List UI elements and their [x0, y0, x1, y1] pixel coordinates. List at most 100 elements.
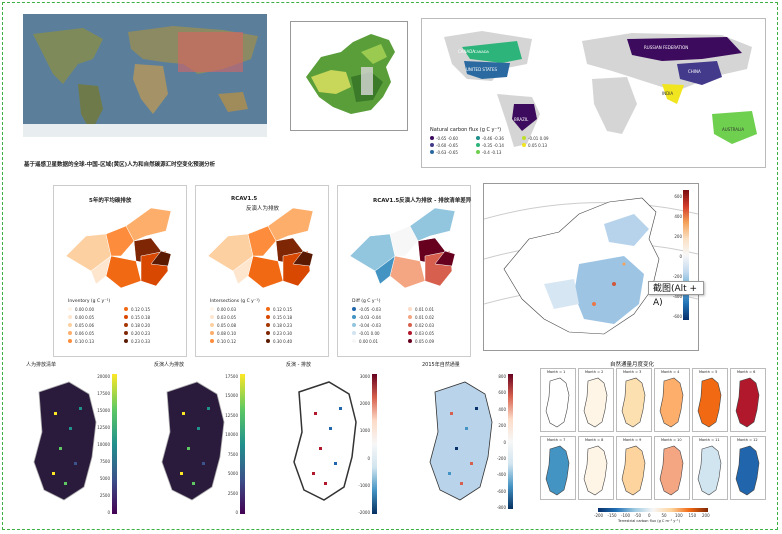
- month-cell: Month = 1: [540, 368, 576, 432]
- legend-swatch: [352, 315, 356, 319]
- region-outline: [293, 381, 357, 501]
- colorbar-tick: 600: [498, 390, 506, 396]
- month-map: [621, 377, 646, 428]
- colorbar-tick: 15000: [97, 408, 110, 413]
- colorbar-tick: -600: [672, 314, 682, 319]
- province-shape: [374, 255, 396, 285]
- month-label: Month = 7: [547, 438, 566, 442]
- legend-swatch: [352, 331, 356, 335]
- china-legend-item: 0.05 0.06: [68, 323, 94, 328]
- data-pixel: [74, 462, 77, 465]
- china-map-subtitle: 反演人为排放: [246, 206, 280, 212]
- china-choropleth: [207, 207, 314, 289]
- china-legend-item: 0.05 0.09: [408, 339, 434, 344]
- legend-swatch: [266, 339, 270, 343]
- month-map: [659, 445, 684, 496]
- colorbar-tick: 200: [702, 513, 710, 518]
- colorbar-tick: 0: [367, 455, 370, 461]
- region-colorbar: [508, 374, 513, 509]
- china-legend-item: 0.23 0.30: [266, 331, 292, 336]
- region-outline: [583, 445, 608, 496]
- china-map-title: RCAV1.5反演人为排放 - 排放清单差异: [373, 198, 472, 204]
- region-panel: 反演 - 排放 3000 2000 1000 0 -1000 -2000: [282, 360, 382, 520]
- colorbar-tick: 50: [661, 513, 667, 518]
- province-shape: [409, 207, 456, 242]
- country-label-china: CHINA: [688, 69, 701, 74]
- country-label-russia: RUSSIAN FEDERATION: [644, 45, 689, 50]
- month-map: [735, 377, 760, 428]
- legend-swatch: [352, 307, 356, 311]
- country-label-brazil: BRAZIL: [514, 117, 529, 122]
- country-label-us: UNITED STATES: [466, 67, 498, 72]
- china-flux-colorbar: [683, 190, 689, 320]
- legend-swatch: [124, 331, 128, 335]
- month-label: Month = 3: [623, 370, 642, 374]
- china-map-panel: 5年的平均碳排放 Inventory (g C y⁻¹) 0.00 0.00 0.00…: [53, 185, 187, 357]
- legend-swatch: [68, 331, 72, 335]
- month-cell: Month = 8: [578, 436, 614, 500]
- region-colorbar: [372, 374, 377, 514]
- china-legend-item: 0.00 0.00: [68, 307, 94, 312]
- data-pixel: [192, 482, 195, 485]
- colorbar-tick: 17500: [97, 391, 110, 396]
- month-cell: Month = 5: [692, 368, 728, 432]
- region-outline: [659, 445, 684, 496]
- china-map-title: RCAV1.5: [231, 196, 258, 202]
- month-map: [583, 445, 608, 496]
- province-shape: [292, 250, 314, 267]
- region-outline: [429, 381, 493, 501]
- china-legend-item: 0.00 0.03: [210, 307, 236, 312]
- screenshot-tooltip[interactable]: 截图(Alt + A): [648, 281, 704, 308]
- legend-swatch: [408, 323, 412, 327]
- china-legend-item: 0.02 0.03: [408, 323, 434, 328]
- province-shape: [247, 255, 284, 289]
- china-legend-item: 0.15 0.18: [266, 315, 292, 320]
- legend-swatch: [522, 143, 526, 147]
- china-legend-title: Intersections (g C y⁻¹): [210, 299, 260, 304]
- data-pixel: [187, 447, 190, 450]
- province-shape: [389, 255, 426, 289]
- flux-legend-item: 0.05 0.13: [522, 143, 547, 148]
- china-legend-item: 0.00 0.01: [352, 339, 378, 344]
- data-pixel: [64, 482, 67, 485]
- china-legend-item: 0.20 0.23: [124, 331, 150, 336]
- month-label: Month = 4: [661, 370, 680, 374]
- region-map: [429, 381, 493, 501]
- data-pixel: [54, 412, 57, 415]
- region-outline: [735, 445, 760, 496]
- legend-swatch: [68, 315, 72, 319]
- colorbar-tick: 800: [498, 374, 506, 379]
- colorbar-tick: 0: [235, 510, 238, 515]
- region-outline: [659, 377, 684, 428]
- colorbar-tick: 7500: [99, 459, 110, 464]
- china-landcover-map: [290, 21, 408, 131]
- legend-swatch: [68, 307, 72, 311]
- colorbar-tick: 12500: [97, 425, 110, 430]
- data-pixel: [314, 412, 317, 415]
- month-cell: Month = 9: [616, 436, 652, 500]
- region-outline: [697, 445, 722, 496]
- month-map: [697, 445, 722, 496]
- data-pixel: [69, 427, 72, 430]
- colorbar-tick: 10000: [97, 442, 110, 447]
- month-cell: Month = 2: [578, 368, 614, 432]
- china-flux-ticks: 600 400 200 0 -200 -400 -600: [664, 194, 682, 324]
- legend-swatch: [352, 323, 356, 327]
- region-map: [33, 381, 97, 501]
- colorbar-tick: 0: [679, 254, 682, 259]
- month-label: Month = 11: [699, 438, 720, 442]
- china-legend-item: 0.01 0.02: [408, 315, 434, 320]
- region-panel: 2015年自然通量 800 600 400 200 0 -200 -400 -600 -800: [418, 360, 518, 515]
- legend-swatch: [210, 323, 214, 327]
- china-map-panel: RCAV1.5 反演人为排放 Intersections (g C y⁻¹) 0.00…: [195, 185, 329, 357]
- data-pixel: [339, 407, 342, 410]
- legend-swatch: [408, 339, 412, 343]
- china-legend-item: 0.06 0.05: [68, 331, 94, 336]
- region-panel-title: 反演人为排放: [154, 362, 185, 368]
- data-pixel: [182, 412, 185, 415]
- colorbar-tick: 2500: [99, 493, 110, 498]
- flux-legend-title: Natural carbon flux (g C y⁻¹): [430, 127, 502, 133]
- colorbar-tick: -400: [496, 472, 506, 478]
- province-shape: [232, 255, 254, 285]
- region-map: [161, 381, 225, 501]
